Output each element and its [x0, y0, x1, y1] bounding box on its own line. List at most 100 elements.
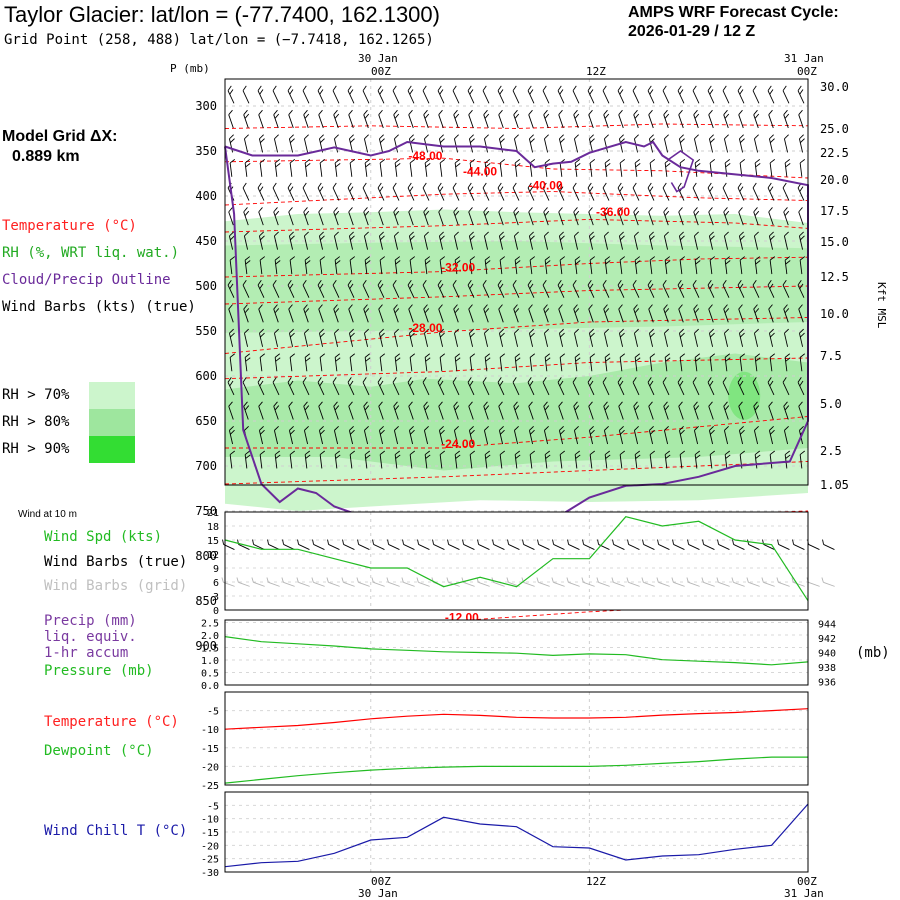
wind-barb-flag	[439, 186, 444, 192]
wind-barb	[634, 450, 641, 469]
wind-barb-staff	[618, 211, 624, 226]
wind-barb	[289, 159, 296, 177]
wind-barb-flag	[273, 304, 278, 310]
pressure-tick-label: 940	[818, 649, 836, 660]
wind-barb-flag	[347, 279, 352, 286]
wind-barb	[692, 279, 700, 298]
wind-barb	[334, 353, 341, 372]
wind-barb	[647, 279, 655, 298]
wind-barb	[557, 182, 565, 201]
wind-barb-staff	[557, 187, 565, 201]
wind-barb-flag	[529, 159, 536, 164]
wind-barb-flag	[335, 162, 341, 168]
windchill-tick-label: -20	[201, 841, 219, 852]
isotherm-label: -28.00	[408, 321, 442, 335]
wind-barb-flag	[409, 159, 416, 164]
wind-barb-staff	[228, 235, 234, 250]
wind-barb-flag	[407, 279, 412, 286]
wind-barb-staff	[484, 260, 488, 275]
wind-barb-flag	[707, 279, 712, 286]
wind-barb-flag	[364, 328, 369, 334]
pressure-tick-label: 600	[195, 369, 217, 383]
wind-barb	[498, 426, 505, 445]
wind-barb-flag	[274, 210, 280, 216]
wind-barb-staff	[568, 544, 580, 550]
wind-barb	[738, 109, 744, 129]
wind-barb-staff	[289, 357, 293, 372]
wind-barb	[333, 134, 339, 153]
height-tick-label: 2.5	[820, 444, 842, 458]
wind-barb-flag	[281, 577, 284, 583]
wind-barb	[528, 134, 535, 153]
wind-barb-flag	[800, 138, 805, 144]
wind-barb-flag	[454, 210, 460, 216]
wind-barb	[799, 353, 806, 372]
wind-barb-flag	[272, 279, 277, 286]
forecast-cycle: AMPS WRF Forecast Cycle: 2026-01-29 / 12…	[628, 3, 839, 41]
wind-barb-flag	[679, 353, 686, 358]
wind-barb-staff	[303, 333, 309, 347]
wind-barb-staff	[583, 581, 595, 587]
wind-barb-flag	[559, 186, 564, 192]
wind-barb-staff	[722, 382, 730, 396]
wind-barb-staff	[573, 114, 579, 129]
wind-barb-flag	[348, 401, 353, 407]
wind-barb	[679, 353, 686, 372]
wind-barb-flag	[635, 260, 641, 265]
wind-barb-flag	[746, 577, 749, 583]
wind-barb-flag	[589, 186, 594, 192]
wind-barb	[228, 328, 235, 347]
wind-barb	[514, 353, 521, 372]
wind-barb-staff	[452, 187, 460, 201]
wind-barb-flag	[722, 377, 727, 383]
wind-barb-staff	[782, 382, 790, 396]
wind-barb-staff	[348, 211, 354, 226]
wind-barb	[724, 353, 731, 372]
wind-barb-flag	[319, 186, 324, 192]
wind-barb-staff	[799, 162, 803, 177]
wind-barb-staff	[707, 284, 715, 298]
wind-barb-staff	[259, 454, 263, 469]
wind-barb-staff	[302, 187, 310, 201]
wind-barb-flag	[423, 401, 428, 407]
wind-barb	[259, 256, 266, 275]
wind-barb-flag	[289, 134, 294, 140]
wind-barb-staff	[603, 430, 609, 445]
wind-barb-flag	[589, 89, 594, 95]
wind-barb-flag	[558, 401, 563, 407]
wind-barb-staff	[407, 187, 415, 201]
wind-barb-flag	[257, 182, 262, 189]
wind-barb-flag	[821, 577, 824, 583]
wind-barb-flag	[529, 231, 534, 237]
wind-barb-staff	[423, 333, 429, 347]
wind-barb-staff	[768, 333, 774, 347]
wind-barb-flag	[470, 235, 475, 241]
wind-barb-flag	[482, 377, 487, 383]
wind-barb-flag	[319, 450, 326, 455]
wind-barb-grid	[566, 577, 580, 587]
wind-barb	[378, 426, 385, 445]
wind-barb-staff	[439, 162, 443, 177]
wind-barb-flag	[739, 134, 744, 140]
wind-barb-flag	[438, 109, 443, 115]
wind-barb-staff	[439, 357, 443, 372]
wind-barb-staff	[797, 90, 805, 104]
wind-barb-flag	[707, 377, 712, 383]
wind-barb-flag	[332, 279, 337, 286]
legend-cloud-outline: Cloud/Precip Outline	[2, 272, 171, 288]
wind-barb-flag	[544, 256, 551, 261]
wind-barb	[244, 353, 251, 372]
wind-barb-flag	[468, 401, 473, 407]
wind-barb	[274, 159, 281, 177]
wind-barb	[244, 450, 251, 469]
wind-barb-flag	[731, 577, 734, 583]
wind-barb	[348, 328, 355, 347]
wind-barb	[767, 182, 775, 201]
isotherm-line	[224, 218, 809, 233]
wind-barb	[768, 231, 775, 250]
wind-barb-staff	[678, 211, 684, 226]
temp-tick-label: -15	[201, 744, 219, 755]
wind-barb-flag	[229, 89, 234, 95]
wind-barb-flag	[542, 85, 547, 91]
wind-barb-flag	[678, 109, 683, 115]
